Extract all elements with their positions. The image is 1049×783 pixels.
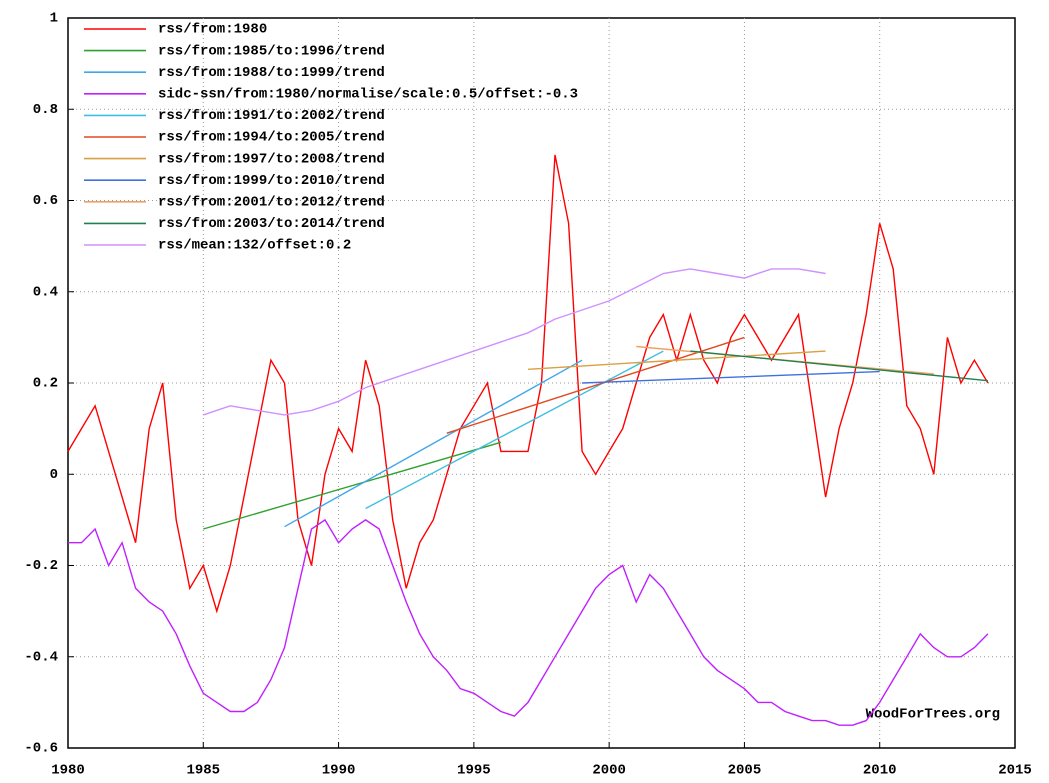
legend-label: rss/from:1980 bbox=[158, 22, 267, 38]
series-line bbox=[203, 441, 502, 530]
legend-label: sidc-ssn/from:1980/normalise/scale:0.5/o… bbox=[158, 87, 578, 103]
legend-label: rss/from:1985/to:1996/trend bbox=[158, 43, 385, 59]
x-tick-label: 2000 bbox=[592, 763, 626, 779]
series-line bbox=[68, 518, 989, 726]
y-tick-label: 0.2 bbox=[33, 376, 58, 392]
x-tick-label: 1985 bbox=[186, 763, 220, 779]
series-line bbox=[284, 359, 583, 528]
legend-label: rss/from:1991/to:2002/trend bbox=[158, 108, 385, 124]
legend-label: rss/mean:132/offset:0.2 bbox=[158, 238, 351, 254]
x-tick-label: 1990 bbox=[322, 763, 356, 779]
legend-label: rss/from:2001/to:2012/trend bbox=[158, 195, 385, 211]
series-line bbox=[365, 350, 664, 510]
watermark: WoodForTrees.org bbox=[866, 707, 1000, 723]
x-tick-label: 2015 bbox=[998, 763, 1032, 779]
x-tick-label: 1980 bbox=[51, 763, 85, 779]
series-line bbox=[527, 350, 826, 370]
y-tick-label: 1 bbox=[50, 11, 58, 27]
series-line bbox=[582, 370, 880, 384]
x-tick-label: 2010 bbox=[863, 763, 897, 779]
y-tick-label: -0.4 bbox=[24, 649, 58, 665]
y-tick-label: 0.6 bbox=[33, 193, 58, 209]
series-line bbox=[690, 350, 988, 382]
y-tick-label: 0.8 bbox=[33, 102, 58, 118]
legend-label: rss/from:1997/to:2008/trend bbox=[158, 151, 385, 167]
series-line bbox=[203, 268, 826, 416]
series-line bbox=[67, 154, 989, 614]
legend-label: rss/from:1988/to:1999/trend bbox=[158, 65, 385, 81]
legend-label: rss/from:1994/to:2005/trend bbox=[158, 130, 385, 146]
y-tick-label: 0.4 bbox=[33, 284, 58, 300]
y-tick-label: -0.6 bbox=[24, 741, 58, 757]
x-tick-label: 1995 bbox=[457, 763, 491, 779]
y-tick-label: -0.2 bbox=[24, 558, 58, 574]
x-tick-label: 2005 bbox=[728, 763, 762, 779]
legend-label: rss/from:2003/to:2014/trend bbox=[158, 216, 385, 232]
y-tick-label: 0 bbox=[50, 467, 58, 483]
legend-label: rss/from:1999/to:2010/trend bbox=[158, 173, 385, 189]
series-line bbox=[446, 336, 745, 434]
